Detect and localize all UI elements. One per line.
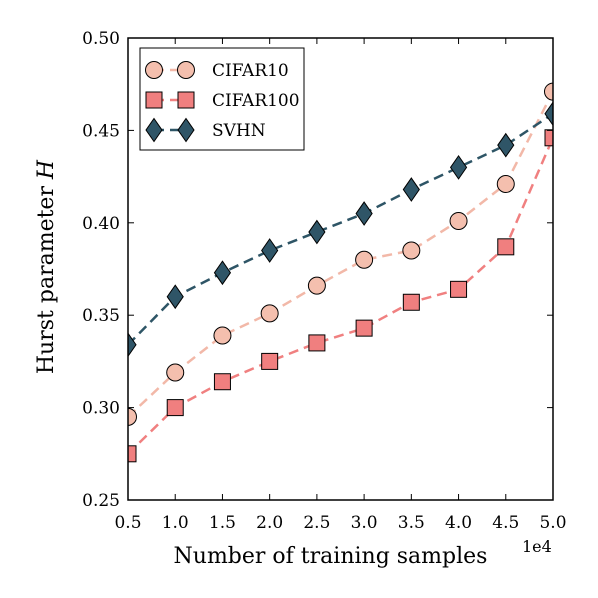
data-point xyxy=(213,326,232,345)
data-point xyxy=(496,174,515,193)
x-tick-label: 0.5 xyxy=(114,513,141,533)
legend-item: CIFAR10 xyxy=(145,61,289,81)
data-point xyxy=(308,219,326,245)
series-line xyxy=(128,91,553,418)
data-point xyxy=(128,332,137,358)
data-point xyxy=(166,399,184,417)
legend-label: SVHN xyxy=(212,121,266,141)
data-point xyxy=(261,352,279,370)
legend-marker xyxy=(177,117,195,143)
x-tick-label: 1.5 xyxy=(209,513,236,533)
data-point xyxy=(497,238,515,256)
data-point xyxy=(544,129,553,147)
legend-label: CIFAR10 xyxy=(212,61,289,81)
data-point xyxy=(260,304,279,323)
x-tick-label: 2.5 xyxy=(303,513,330,533)
legend-item: CIFAR100 xyxy=(145,91,300,111)
data-point xyxy=(308,334,326,352)
data-point xyxy=(355,250,374,269)
legend: CIFAR10 CIFAR100 SVHN xyxy=(139,47,305,151)
legend-box xyxy=(139,47,305,151)
data-point xyxy=(450,280,468,298)
series-cifar100 xyxy=(128,129,553,463)
x-tick-label: 2.0 xyxy=(256,513,283,533)
chart-marks xyxy=(128,82,553,463)
data-point xyxy=(166,363,185,382)
x-axis-multiplier: 1e4 xyxy=(522,537,552,556)
x-tick-label: 4.5 xyxy=(492,513,519,533)
data-point xyxy=(213,260,232,286)
series-line xyxy=(128,112,553,346)
y-tick-label: 0.35 xyxy=(82,306,120,326)
y-axis-label-variable: H xyxy=(34,159,59,180)
data-point xyxy=(402,177,420,202)
data-point xyxy=(128,407,137,426)
series-cifar10 xyxy=(128,82,553,426)
x-tick-label: 3.5 xyxy=(398,513,425,533)
data-point xyxy=(355,319,373,337)
y-axis-label: Hurst parameter H xyxy=(34,159,59,374)
data-point xyxy=(544,82,553,101)
legend-marker xyxy=(177,91,195,109)
data-point xyxy=(449,211,468,230)
legend-label: CIFAR100 xyxy=(212,91,300,111)
data-point xyxy=(213,373,231,391)
legend-item: SVHN xyxy=(145,117,266,143)
plot-area-frame xyxy=(127,37,554,501)
x-tick-label: 3.0 xyxy=(351,513,378,533)
legend-marker xyxy=(145,61,163,79)
data-point xyxy=(261,238,279,263)
data-point xyxy=(355,201,373,226)
data-point xyxy=(402,241,421,260)
y-tick-label: 0.45 xyxy=(82,121,120,141)
x-tick-label: 1.0 xyxy=(162,513,189,533)
legend-marker xyxy=(177,61,195,79)
data-point xyxy=(128,445,137,463)
axis-ticks: 0.5 1.0 1.5 2.0 2.5 3.0 3.5 4.0 4.5 5.0 0.25 0.30 0.… xyxy=(82,29,566,533)
data-point xyxy=(307,276,326,295)
series-line xyxy=(128,137,553,455)
data-point xyxy=(166,284,184,310)
x-tick-label: 5.0 xyxy=(539,513,566,533)
data-point xyxy=(497,132,515,158)
legend-marker xyxy=(145,117,163,143)
x-axis-label: Number of training samples xyxy=(174,544,488,569)
y-tick-label: 0.40 xyxy=(82,214,120,234)
legend-marker xyxy=(145,91,163,109)
y-tick-label: 0.50 xyxy=(82,29,120,49)
data-point xyxy=(449,154,468,180)
series-svhn xyxy=(128,101,553,358)
x-tick-label: 4.0 xyxy=(445,513,472,533)
y-tick-label: 0.30 xyxy=(82,399,120,419)
y-axis-label-text: Hurst parameter xyxy=(34,179,59,374)
data-point xyxy=(402,293,420,311)
y-tick-label: 0.25 xyxy=(82,491,120,511)
data-point xyxy=(544,101,553,127)
